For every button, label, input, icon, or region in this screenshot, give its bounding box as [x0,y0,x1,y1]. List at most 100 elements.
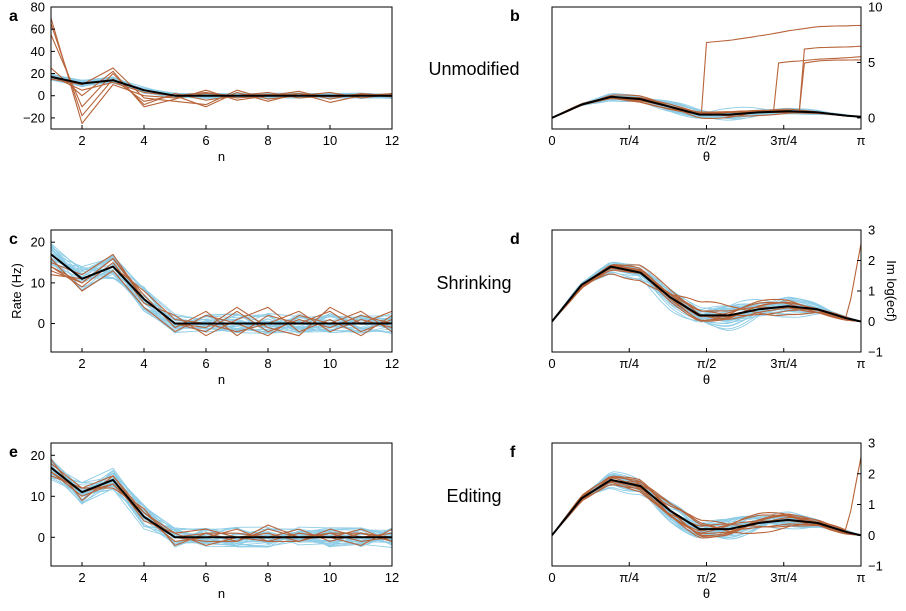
y-tick-label: 80 [31,0,45,15]
x-tick-label: 10 [323,133,337,148]
x-axis-label-b: θ [703,149,710,164]
panel-letter-b: b [510,8,520,25]
x-axis-label-d: θ [703,372,710,387]
plot-area-c [51,243,392,337]
x-tick-label: π/4 [619,356,639,371]
reference-line [51,466,392,539]
y-tick-label: 1 [868,497,875,512]
plot-area-b [552,24,861,121]
y-tick-label: 2 [868,466,875,481]
reference-line [51,75,392,97]
reference-line [51,253,392,325]
y-tick-label: 20 [31,66,45,81]
x-tick-label: 10 [323,356,337,371]
panel-a: 2 4 6 8 10 12 −20 0 20 40 60 80 n a [9,0,399,164]
plot-area-f [552,456,861,540]
x-tick-label: 12 [385,356,399,371]
y-tick-label: 10 [868,0,882,15]
x-tick-label: 3π/4 [770,570,797,585]
sample-line-orange [51,67,392,106]
sample-line-orange [51,471,392,542]
plot-area-a [51,17,392,125]
y-tick-label: −1 [868,559,883,574]
sample-line-orange [51,258,392,337]
plot-area-e [51,457,392,548]
sample-line-orange [552,59,861,119]
row-label-unmodified: Unmodified [428,59,519,79]
y-tick-label: 20 [31,448,45,463]
sample-line-orange [552,45,861,119]
y-tick-label: 20 [31,235,45,250]
y-tick-label: 10 [31,275,45,290]
x-tick-label: π [857,356,866,371]
x-tick-label: 10 [323,570,337,585]
x-tick-label: 12 [385,570,399,585]
x-tick-label: 12 [385,133,399,148]
sample-line-blue [552,484,861,536]
x-tick-label: 8 [264,570,271,585]
y-tick-label: 5 [868,55,875,70]
sample-line-orange [552,484,861,536]
x-tick-label: 2 [78,356,85,371]
y-tick-label: 3 [868,223,875,238]
sample-line-orange [51,17,392,125]
y-tick-label: −20 [23,110,45,125]
x-tick-label: π/4 [619,570,639,585]
y-tick-label: 40 [31,44,45,59]
axes-frame-a [50,6,393,130]
x-tick-label: 6 [202,133,209,148]
sample-line-orange [552,56,861,119]
panel-f: 0 π/4 π/2 3π/4 π−1 0 1 2 3 θ f [510,436,883,602]
sample-line-blue [51,472,392,544]
y-tick-label: 0 [38,88,45,103]
x-tick-label: 0 [548,570,555,585]
sample-line-blue [51,473,392,540]
y-tick-label: 0 [868,110,875,125]
y-tick-label: −1 [868,345,883,360]
sample-line-orange [552,269,861,323]
y-tick-label: 0 [868,528,875,543]
x-tick-label: 8 [264,356,271,371]
x-tick-label: 6 [202,356,209,371]
reference-line [552,478,861,537]
axes-frame-c [50,229,393,353]
x-tick-label: 0 [548,133,555,148]
x-tick-label: 8 [264,133,271,148]
x-axis-label-a: n [218,149,225,164]
panel-c: 2 4 6 8 10 12 0 10 20 n Rate (Hz) c [9,229,399,387]
x-tick-label: π/2 [697,356,717,371]
sample-line-orange [552,273,861,323]
y-tick-label: 60 [31,22,45,37]
panel-letter-a: a [9,8,18,25]
panel-letter-f: f [510,444,516,461]
sample-line-orange [51,459,392,547]
axes-frame-f [551,442,862,567]
y-axis-label-d: Im log(ecf) [884,260,899,321]
x-tick-label: π [857,133,866,148]
x-tick-label: 3π/4 [770,356,797,371]
x-tick-label: 3π/4 [770,133,797,148]
sample-line-orange [552,264,861,323]
x-tick-label: π [857,570,866,585]
x-tick-label: 0 [548,356,555,371]
x-tick-label: π/2 [697,570,717,585]
x-tick-label: 4 [140,570,147,585]
y-tick-label: 10 [31,489,45,504]
reference-line [552,265,861,323]
sample-line-orange [51,75,392,108]
sample-line-blue [51,264,392,332]
y-tick-label: 0 [38,530,45,545]
x-tick-label: 2 [78,570,85,585]
x-tick-label: 2 [78,133,85,148]
axes-frame-d [551,229,862,353]
row-label-shrinking: Shrinking [436,273,511,293]
y-tick-label: 0 [38,316,45,331]
y-tick-label: 0 [868,314,875,329]
reference-line [552,95,861,119]
panel-d: 0 π/4 π/2 3π/4 π−1 0 1 2 3 θ Im log(ecf) d [510,223,899,388]
row-label-editing: Editing [446,486,501,506]
y-tick-label: 1 [868,284,875,299]
